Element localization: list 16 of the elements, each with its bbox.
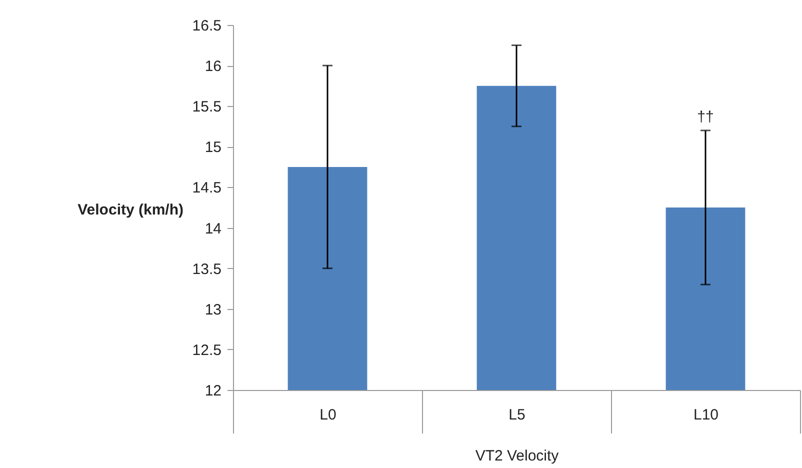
y-tick-label: 16 bbox=[204, 58, 222, 76]
x-axis-title: VT2 Velocity bbox=[475, 448, 560, 464]
y-tick-label: 13 bbox=[204, 301, 222, 318]
y-axis-title: Velocity (km/h) bbox=[78, 202, 184, 218]
y-tick-label: 16.5 bbox=[192, 18, 222, 34]
y-tick-label: 14.5 bbox=[192, 180, 222, 197]
y-tick-label: 12.5 bbox=[192, 342, 222, 359]
x-tick-label: L5 bbox=[508, 406, 526, 424]
y-tick-label: 15.5 bbox=[192, 98, 222, 116]
x-tick-label: L0 bbox=[320, 406, 336, 424]
y-tick-label: 12 bbox=[204, 382, 222, 400]
y-tick-label: 14 bbox=[204, 220, 222, 238]
y-tick-label: 13.5 bbox=[192, 260, 222, 278]
annotation: †† bbox=[697, 108, 714, 126]
y-tick-label: 15 bbox=[204, 139, 222, 156]
x-tick-label: L10 bbox=[693, 406, 719, 424]
